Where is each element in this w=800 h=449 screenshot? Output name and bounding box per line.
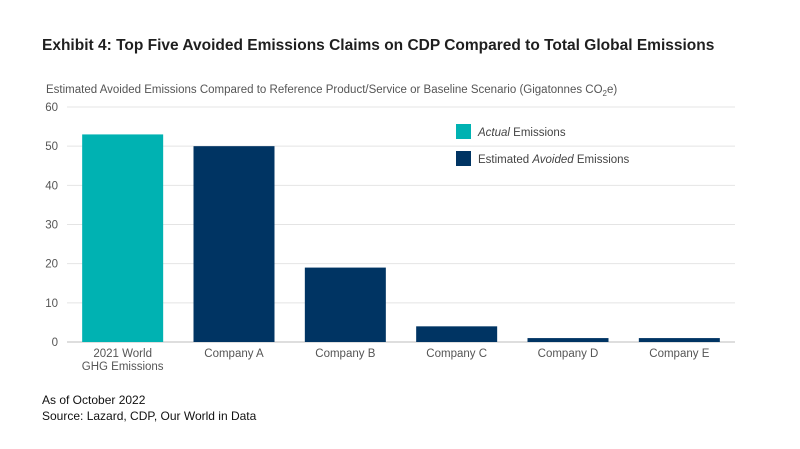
y-tick-label: 30 bbox=[45, 220, 58, 232]
y-axis-label: Estimated Avoided Emissions Compared to … bbox=[46, 84, 617, 98]
x-category-label: Company B bbox=[315, 348, 375, 360]
bar bbox=[638, 338, 720, 342]
y-axis-label-suffix: e) bbox=[607, 84, 617, 96]
y-tick-labels: 0 10 20 30 40 50 60 bbox=[45, 102, 58, 349]
legend: Actual Emissions Estimated Avoided Emissi… bbox=[456, 124, 630, 166]
bar bbox=[304, 267, 386, 342]
source-note: Source: Lazard, CDP, Our World in Data bbox=[42, 409, 257, 423]
bar bbox=[82, 134, 164, 342]
x-category-label: Company E bbox=[649, 348, 709, 360]
legend-entry: Actual Emissions bbox=[477, 127, 566, 139]
legend-swatch bbox=[456, 124, 471, 139]
chart-title: Exhibit 4: Top Five Avoided Emissions Cl… bbox=[42, 37, 715, 54]
y-axis-label-subscript: 2 bbox=[603, 89, 608, 98]
y-tick-label: 20 bbox=[45, 259, 58, 271]
y-tick-label: 60 bbox=[45, 102, 58, 114]
as-of-note: As of October 2022 bbox=[42, 393, 146, 407]
x-category-label: Company D bbox=[538, 348, 599, 360]
x-category-label: Company C bbox=[426, 348, 487, 360]
x-category-labels: 2021 World GHG Emissions Company A Company … bbox=[82, 348, 710, 373]
footnotes: As of October 2022 Source: Lazard, CDP, … bbox=[42, 392, 256, 424]
y-tick-label: 40 bbox=[45, 180, 58, 192]
bars bbox=[82, 134, 720, 342]
bar bbox=[193, 146, 275, 342]
y-tick-label: 0 bbox=[52, 337, 58, 349]
bar bbox=[527, 338, 609, 342]
gridlines bbox=[67, 106, 735, 343]
y-tick-label: 10 bbox=[45, 298, 58, 310]
x-category-label: 2021 World GHG Emissions bbox=[82, 348, 164, 373]
legend-entry: Estimated Avoided Emissions bbox=[478, 154, 630, 166]
legend-swatch bbox=[456, 151, 471, 166]
x-category-label: Company A bbox=[204, 348, 264, 360]
bar bbox=[416, 326, 498, 342]
y-tick-label: 50 bbox=[45, 141, 58, 153]
